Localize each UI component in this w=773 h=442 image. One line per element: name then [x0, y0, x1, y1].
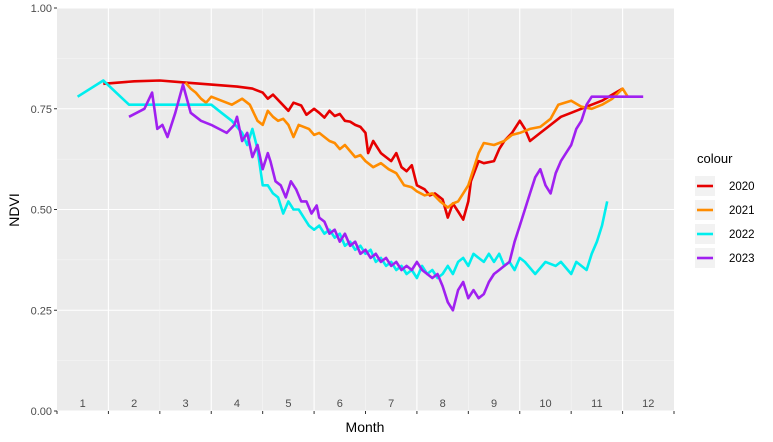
y-tick-label: 0.00	[31, 406, 52, 418]
y-tick-label: 0.25	[31, 305, 52, 317]
x-tick-label: 8	[440, 398, 446, 410]
x-tick-label: 12	[642, 398, 654, 410]
x-tick-label: 6	[337, 398, 343, 410]
y-tick-label: 0.50	[31, 205, 52, 217]
x-tick-label: 11	[591, 398, 602, 410]
x-tick-label: 4	[234, 398, 240, 410]
x-tick-label: 2	[131, 398, 137, 410]
legend-label-2020: 2020	[729, 181, 755, 193]
x-tick-label: 9	[491, 398, 497, 410]
x-tick-label: 7	[388, 398, 394, 410]
y-tick-label: 0.75	[31, 104, 52, 116]
legend-label-2023: 2023	[729, 253, 755, 265]
x-axis-title: Month	[346, 419, 385, 435]
series-lines	[76, 79, 644, 312]
series-line-2020	[103, 79, 624, 221]
legend-items: 2020 2021 2022 2023	[695, 176, 755, 268]
axes: 0.000.250.500.751.001 2 3 4 5 6 7 8 9 10 11 12	[31, 3, 675, 418]
y-axis-title: NDVI	[6, 193, 22, 226]
series-line-2022	[76, 79, 609, 280]
legend-title: colour	[697, 151, 733, 166]
series-line-2023	[128, 83, 644, 312]
legend-label-2021: 2021	[729, 205, 755, 217]
x-tick-label: 3	[182, 398, 188, 410]
x-tick-label: 1	[80, 398, 86, 410]
x-tick-label: 5	[285, 398, 291, 410]
y-tick-label: 1.00	[31, 3, 52, 15]
series-line-2021	[184, 81, 629, 209]
x-tick-label: 10	[539, 398, 551, 410]
legend: colour 2020 2021 2022 2023	[695, 151, 755, 268]
legend-label-2022: 2022	[729, 229, 755, 241]
